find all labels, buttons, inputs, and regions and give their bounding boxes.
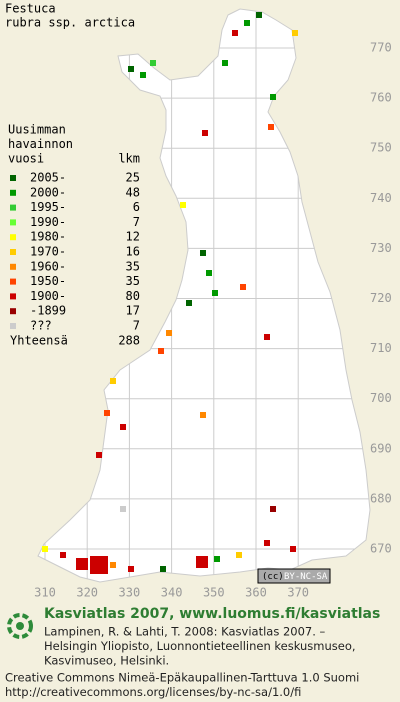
citation: Lampinen, R. & Lahti, T. 2008: Kasviatla… (44, 625, 326, 639)
observations (42, 12, 298, 574)
x-tick-label: 370 (287, 586, 309, 600)
legend-swatch (10, 323, 16, 329)
legend-swatch (10, 204, 16, 211)
y-tick-label: 740 (370, 191, 392, 205)
footer: Lampinen, R. & Lahti, T. 2008: Kasviatla… (5, 625, 359, 700)
total-count: 288 (118, 333, 140, 347)
legend-label: 1960- (30, 259, 66, 273)
y-tick-label: 720 (370, 291, 392, 305)
legend-label: 1980- (30, 230, 66, 244)
y-tick-label: 680 (370, 491, 392, 505)
legend-count: 35 (126, 259, 140, 273)
y-tick-label: 760 (370, 91, 392, 105)
legend-swatch (10, 278, 16, 285)
legend-label: 1990- (30, 215, 66, 229)
total-label: Yhteensä (10, 333, 68, 347)
citation: Kasvimuseo, Helsinki. (44, 654, 169, 668)
x-tick-label: 330 (119, 586, 141, 600)
legend-swatch (10, 308, 16, 315)
legend-count: 16 (126, 245, 140, 259)
license-text: Creative Commons Nimeä-Epäkaupallinen-Ta… (5, 671, 359, 685)
y-tick-label: 670 (370, 542, 392, 556)
y-tick-label: 750 (370, 141, 392, 155)
y-tick-label: 730 (370, 241, 392, 255)
legend-label: 1970- (30, 245, 66, 259)
legend-swatch (10, 189, 16, 196)
x-tick-label: 310 (34, 586, 56, 600)
legend-count: 12 (126, 230, 140, 244)
legend-swatch (10, 234, 16, 241)
legend-heading: Uusimman (8, 123, 66, 137)
badge-cc: (cc) (262, 572, 284, 582)
x-tick-label: 350 (203, 586, 225, 600)
legend-heading: havainnon (8, 137, 73, 151)
x-tick-label: 360 (245, 586, 267, 600)
legend-swatch (10, 219, 16, 226)
legend-count-heading: lkm (118, 152, 140, 166)
title: Festuca (5, 2, 56, 16)
citation: Helsingin Yliopisto, Luonnontieteellinen… (44, 639, 356, 653)
y-tick-label: 710 (370, 341, 392, 355)
legend-count: 80 (126, 289, 140, 303)
x-tick-label: 320 (76, 586, 98, 600)
legend-swatch (10, 263, 16, 270)
legend-label: 2005- (30, 171, 66, 185)
x-tick-label: 340 (161, 586, 183, 600)
legend-label: 1950- (30, 274, 66, 288)
license-badge[interactable]: (cc) BY-NC-SA (257, 568, 331, 584)
legend-label: -1899 (30, 304, 66, 318)
title: rubra ssp. arctica (5, 16, 135, 30)
legend-label: 2000- (30, 185, 66, 199)
legend-count: 7 (133, 319, 140, 333)
legend-label: 1995- (30, 200, 66, 214)
legend-count: 25 (126, 171, 140, 185)
legend-count: 6 (133, 200, 140, 214)
y-tick-label: 690 (370, 441, 392, 455)
legend-label: ??? (30, 319, 52, 333)
legend-count: 48 (126, 185, 140, 199)
legend-label: 1900- (30, 289, 66, 303)
finland-outline (37, 8, 371, 583)
y-tick-label: 770 (370, 41, 392, 55)
legend-heading: vuosi (8, 152, 44, 166)
legend-swatch (10, 293, 16, 300)
legend-count: 17 (126, 304, 140, 318)
legend-swatch (10, 175, 16, 181)
legend-count: 35 (126, 274, 140, 288)
y-tick-label: 700 (370, 391, 392, 405)
legend-swatch (10, 249, 16, 255)
logo (7, 613, 33, 639)
legend-count: 7 (133, 215, 140, 229)
brand[interactable]: Kasviatlas 2007, www.luomus.fi/kasviatla… (44, 606, 380, 622)
badge-license: BY-NC-SA (284, 572, 328, 582)
license-text: http://creativecommons.org/licenses/by-n… (5, 685, 301, 699)
